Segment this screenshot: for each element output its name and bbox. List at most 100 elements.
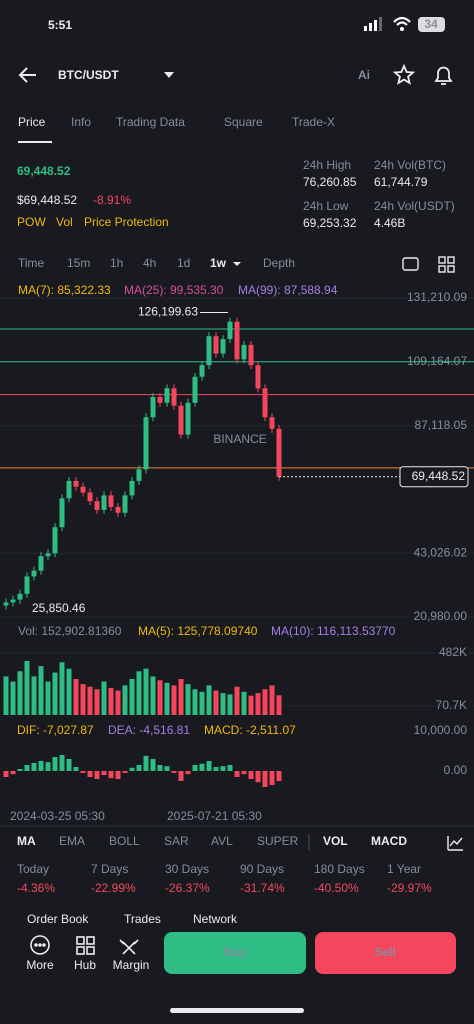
candle (101, 495, 107, 510)
volume-bar (206, 685, 212, 715)
candle (80, 486, 86, 493)
volume-bar (66, 668, 72, 715)
candle (248, 344, 254, 366)
lower-tab[interactable]: Network (193, 912, 238, 926)
interval[interactable]: 15m (67, 256, 90, 270)
macd-bar (17, 769, 23, 771)
buy-button[interactable] (164, 932, 306, 974)
candle (241, 344, 247, 360)
caret (233, 262, 241, 266)
interval[interactable]: 1h (110, 256, 123, 270)
stat-value: 76,260.85 (303, 175, 357, 189)
indicator-tab[interactable]: MACD (371, 834, 407, 848)
nav-label[interactable]: Margin (113, 958, 150, 972)
x-date-label: 2025-07-21 05:30 (167, 809, 262, 823)
candle (192, 376, 198, 403)
tag[interactable]: Price Protection (84, 215, 169, 229)
interval-icons[interactable] (402, 256, 455, 273)
indicator-tab[interactable]: SAR (164, 834, 189, 848)
tab[interactable]: Price (18, 115, 46, 129)
interval[interactable]: 1d (177, 256, 190, 270)
sell-button[interactable] (315, 932, 456, 974)
macd-bar (38, 761, 44, 771)
macd-bar (248, 771, 254, 779)
volume-bar (241, 691, 247, 715)
tab[interactable]: Trading Data (116, 115, 185, 129)
home-indicator (170, 1008, 304, 1013)
tag[interactable]: POW (17, 215, 46, 229)
volume-bar (185, 684, 191, 715)
nav-label[interactable]: Hub (74, 958, 96, 972)
macd-bar (269, 771, 275, 785)
tab-underline (18, 141, 52, 143)
indicator-tab[interactable]: EMA (59, 834, 85, 848)
candle (59, 498, 65, 528)
y-tick-label: 0.00 (444, 763, 468, 777)
perf-label: Today (17, 862, 49, 876)
macd-bar (10, 771, 16, 775)
volume-bar (178, 678, 184, 715)
header-icons[interactable] (18, 63, 453, 85)
stat-label: 24h High (303, 158, 351, 172)
perf-value: -4.36% (17, 881, 55, 895)
volume-bar (129, 678, 135, 715)
volume-bar (73, 678, 79, 715)
macd-bar (234, 771, 240, 777)
macd-legend: DIF: -7,027.87 (17, 723, 94, 737)
nav-icons[interactable] (30, 935, 139, 955)
ai-button[interactable]: Ai (358, 68, 370, 82)
lower-tab[interactable]: Order Book (27, 912, 89, 926)
stat-label: 24h Low (303, 199, 349, 213)
volume-legend: Vol: 152,902.81360 (18, 624, 122, 638)
candle (38, 556, 44, 571)
interval[interactable]: Depth (263, 256, 295, 270)
candle (178, 405, 184, 435)
macd-bar (80, 771, 86, 773)
indicator-tab[interactable]: MA (17, 834, 36, 848)
stat-label: 24h Vol(BTC) (374, 158, 446, 172)
macd-bar (157, 765, 163, 771)
indicator-tab[interactable]: SUPER (257, 834, 299, 848)
candle (269, 417, 275, 429)
volume-bar (45, 681, 51, 715)
macd-bar (3, 771, 9, 777)
candle (206, 336, 212, 366)
macd-bar (129, 767, 135, 771)
stat-value: 61,744.79 (374, 175, 428, 189)
y-tick-label: 10,000.00 (414, 723, 468, 737)
interval[interactable]: Time (18, 256, 45, 270)
candle (129, 480, 135, 496)
tab[interactable]: Square (224, 115, 263, 129)
tab[interactable]: Info (71, 115, 91, 129)
volume-bar (150, 676, 156, 715)
macd-bar (150, 759, 156, 771)
interval[interactable]: 1w (210, 256, 227, 270)
interval[interactable]: 4h (143, 256, 156, 270)
pair-title[interactable]: BTC/USDT (58, 68, 119, 82)
indicator-tab[interactable]: VOL (323, 834, 348, 848)
indicator-tab[interactable]: BOLL (109, 834, 140, 848)
indicator-tab[interactable]: AVL (211, 834, 233, 848)
macd-bar (178, 771, 184, 781)
tab[interactable]: Trade-X (292, 115, 335, 129)
candle (262, 388, 268, 418)
candle (115, 506, 121, 513)
lower-tab[interactable]: Trades (124, 912, 161, 926)
candle (66, 480, 72, 499)
y-tick-label: 70.7K (436, 698, 467, 712)
sell-label[interactable]: Sell (374, 945, 395, 959)
chart-icon[interactable] (447, 836, 463, 851)
perf-label: 180 Days (314, 862, 365, 876)
volume-bar (94, 689, 100, 715)
perf-value: -31.74% (240, 881, 285, 895)
volume-bar (248, 695, 254, 715)
macd-legend: MACD: -2,511.07 (204, 723, 296, 737)
tag[interactable]: Vol (56, 215, 73, 229)
macd-bar (262, 771, 268, 787)
candle (17, 593, 23, 600)
buy-label[interactable]: Buy (224, 945, 247, 959)
macd-legend: DEA: -4,516.81 (108, 723, 190, 737)
nav-label[interactable]: More (26, 958, 54, 972)
last-price: 69,448.52 (17, 164, 71, 178)
